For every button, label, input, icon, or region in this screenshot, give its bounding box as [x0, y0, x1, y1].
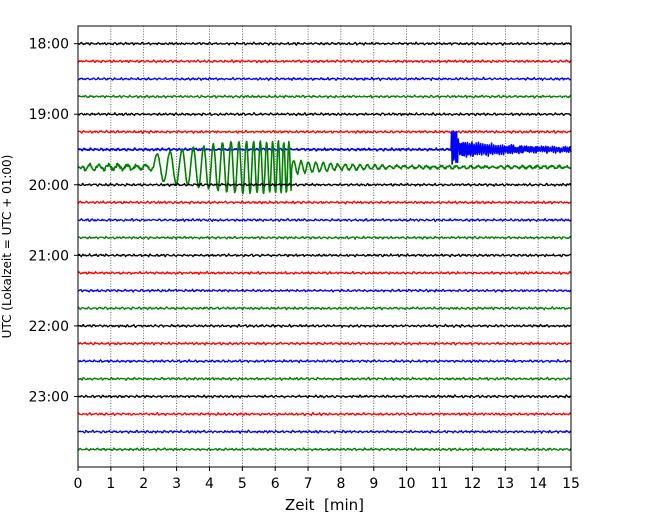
seismogram-trace: [77, 182, 572, 187]
x-tick-label: 11: [431, 476, 449, 492]
x-tick-label: 13: [496, 476, 514, 492]
y-axis-title: UTC (Lokalzeit = UTC + 01:00): [0, 155, 14, 339]
seismogram-trace: [77, 112, 572, 117]
x-axis-title: Zeit [min]: [285, 496, 364, 514]
x-tick-label: 8: [336, 476, 345, 492]
x-tick-label: 10: [398, 476, 416, 492]
seismogram-trace: [77, 376, 572, 381]
x-tick-label: 9: [369, 476, 378, 492]
seismogram-trace: [77, 359, 572, 364]
seismogram-trace: [77, 341, 572, 346]
x-tick-label: 15: [562, 476, 580, 492]
y-tick-label: 23:00: [29, 389, 69, 405]
x-axis-ticks: 0 1 2 3 4 5 6 7 8 9 10 11 12 13 14 15: [74, 467, 580, 492]
x-tick-label: 14: [529, 476, 547, 492]
seismogram-trace: [77, 253, 572, 258]
seismogram-trace: [77, 411, 572, 417]
grid-lines: [110, 26, 539, 467]
y-tick-label: 18:00: [29, 37, 69, 53]
seismogram-trace: [77, 94, 572, 99]
plot-frame: [77, 25, 572, 468]
x-tick-label: 2: [139, 476, 148, 492]
seismogram-trace: [77, 306, 572, 311]
seismogram-trace: [77, 200, 572, 205]
x-tick-label: 12: [463, 476, 481, 492]
x-tick-label: 6: [271, 476, 280, 492]
seismogram-traces: [77, 41, 572, 452]
seismogram-trace: [77, 429, 572, 434]
seismogram-trace: [77, 130, 572, 165]
y-tick-label: 20:00: [29, 178, 69, 194]
x-tick-label: 0: [74, 476, 83, 492]
seismogram-trace: [77, 76, 572, 82]
seismogram-trace: [77, 394, 572, 399]
seismogram-trace: [77, 447, 572, 452]
x-tick-label: 4: [205, 476, 214, 492]
y-tick-label: 22:00: [29, 319, 69, 335]
x-tick-label: 1: [106, 476, 115, 492]
seismogram-trace: [77, 217, 572, 223]
y-tick-label: 21:00: [29, 248, 69, 264]
seismogram-trace: [77, 59, 572, 64]
seismogram-trace: [77, 41, 572, 46]
seismogram-trace: [77, 140, 572, 195]
x-tick-label: 5: [238, 476, 247, 492]
x-tick-label: 7: [304, 476, 313, 492]
seismogram-trace: [77, 129, 572, 135]
y-tick-label: 19:00: [29, 107, 69, 123]
seismogram-trace: [77, 323, 572, 329]
x-tick-label: 3: [172, 476, 181, 492]
seismogram-trace: [77, 235, 572, 240]
y-axis-ticks: 18:00 19:00 20:00 21:00 22:00 23:00: [29, 37, 78, 405]
seismogram-trace: [77, 288, 572, 293]
seismogram-trace: [77, 270, 572, 276]
